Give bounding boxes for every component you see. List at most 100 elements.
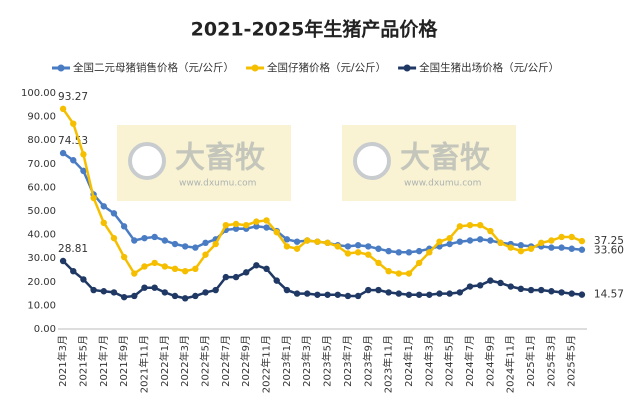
point	[304, 290, 311, 297]
point	[415, 291, 423, 298]
point	[131, 292, 138, 300]
point	[426, 291, 433, 298]
point	[171, 240, 179, 248]
point	[578, 291, 586, 298]
point	[527, 286, 535, 294]
x-tick-label: 2023年5月	[321, 335, 334, 387]
x-tick-label: 2023年7月	[341, 335, 354, 387]
point	[120, 223, 128, 230]
point	[171, 265, 179, 273]
point	[293, 245, 301, 252]
series-line	[62, 260, 583, 300]
point	[375, 286, 382, 294]
x-tick-label: 2024年11月	[504, 335, 517, 393]
point	[131, 270, 138, 277]
point	[243, 221, 250, 229]
point	[344, 243, 352, 250]
point	[395, 290, 402, 297]
watermark-icon	[353, 142, 391, 180]
point	[405, 291, 413, 298]
point	[263, 224, 270, 231]
legend-label: 全国二元母猪销售价格（元/公斤）	[73, 61, 234, 74]
point	[456, 289, 464, 296]
point	[151, 284, 158, 291]
point	[293, 238, 301, 245]
point	[232, 225, 240, 232]
legend-label: 全国生猪出场价格（元/公斤）	[419, 61, 559, 74]
point	[243, 269, 250, 276]
point	[273, 277, 280, 284]
point	[548, 288, 555, 295]
point	[59, 149, 67, 157]
point	[446, 290, 453, 297]
point	[59, 105, 67, 113]
point	[141, 284, 148, 291]
point	[232, 273, 240, 281]
point	[202, 239, 209, 247]
point	[110, 234, 118, 242]
x-tick-label: 2025年1月	[524, 335, 537, 387]
point	[59, 257, 67, 265]
point	[141, 234, 148, 242]
point	[395, 270, 402, 277]
point	[538, 239, 545, 247]
x-tick-label: 2025年3月	[544, 335, 557, 387]
point	[100, 288, 107, 295]
point	[324, 239, 331, 247]
point	[558, 289, 565, 296]
point	[365, 251, 372, 258]
x-tick-label: 2021年11月	[137, 335, 150, 393]
x-tick-label: 2021年7月	[97, 335, 110, 387]
point	[395, 249, 402, 256]
point	[375, 259, 382, 267]
x-tick-label: 2022年11月	[260, 335, 273, 393]
point	[446, 234, 453, 242]
point	[161, 263, 169, 270]
point	[466, 237, 474, 244]
point	[446, 240, 453, 248]
y-tick-label: 60.00	[27, 182, 56, 193]
point	[558, 233, 565, 241]
point	[538, 286, 545, 294]
point	[324, 291, 331, 298]
point	[192, 292, 199, 300]
point	[507, 283, 514, 290]
point	[192, 244, 199, 251]
x-tick-label: 2022年9月	[239, 335, 252, 387]
point	[548, 237, 555, 244]
y-tick-label: 40.00	[27, 230, 56, 241]
point	[70, 267, 77, 275]
point	[222, 273, 230, 281]
point	[375, 245, 382, 252]
x-tick-label: 2025年5月	[565, 335, 578, 387]
data-label: 37.25	[594, 235, 624, 247]
y-tick-label: 30.00	[27, 253, 56, 264]
x-tick-label: 2022年3月	[178, 335, 191, 387]
point	[476, 282, 484, 289]
point	[354, 292, 362, 300]
y-tick-label: 20.00	[27, 277, 56, 288]
point	[293, 290, 301, 297]
point	[304, 237, 311, 244]
point	[283, 236, 291, 243]
x-tick-label: 2023年9月	[361, 335, 374, 387]
point	[578, 237, 586, 245]
point	[90, 194, 97, 202]
point	[487, 277, 494, 284]
point	[192, 265, 199, 273]
point	[476, 236, 484, 243]
point	[385, 247, 392, 255]
x-tick-label: 2021年3月	[56, 335, 69, 387]
point	[415, 259, 423, 267]
point	[253, 218, 260, 225]
point	[334, 291, 341, 298]
point	[202, 251, 209, 258]
point	[212, 286, 219, 294]
point	[456, 223, 464, 230]
point	[466, 283, 474, 290]
point	[70, 120, 77, 127]
point	[110, 210, 118, 217]
point	[131, 237, 138, 244]
y-tick-label: 0.00	[34, 324, 56, 335]
point	[100, 219, 107, 226]
